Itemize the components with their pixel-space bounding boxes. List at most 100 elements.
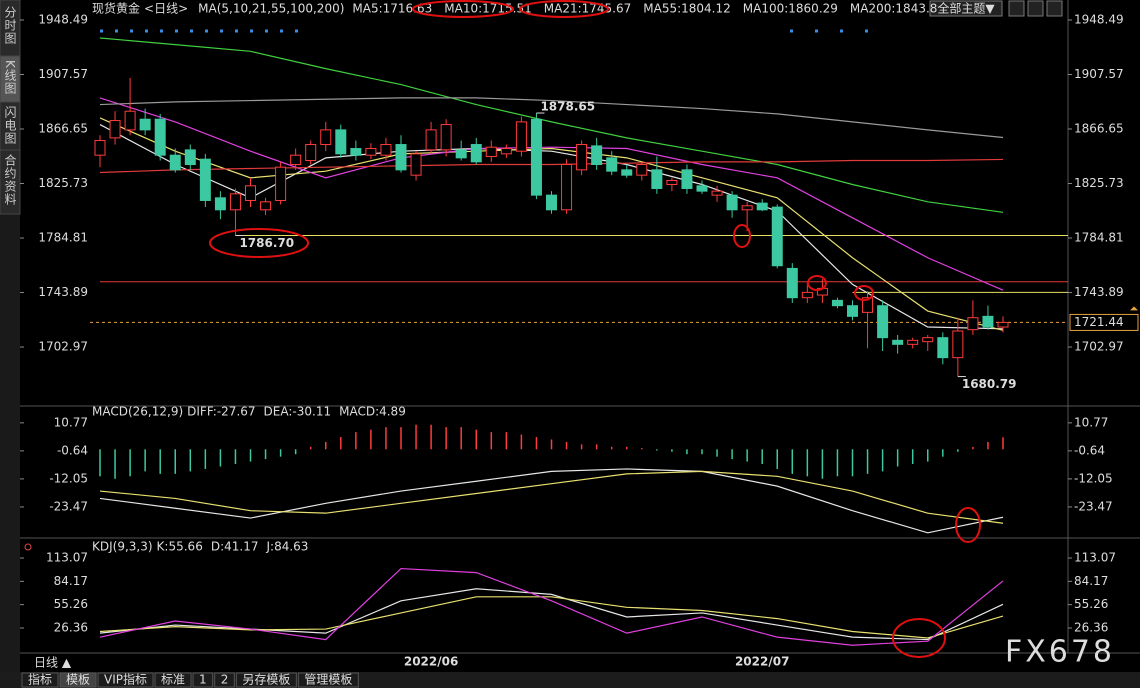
toolbar-tab[interactable]: 模板 bbox=[66, 673, 90, 687]
toolbar-tab[interactable]: VIP指标 bbox=[104, 672, 147, 687]
candle-body bbox=[621, 169, 633, 176]
theme-dropdown[interactable] bbox=[929, 0, 1003, 17]
panel-icon bbox=[24, 543, 32, 551]
charts: 1948.49 1948.49 1907.57 1907.57 1866.65 1866.… bbox=[20, 1, 1139, 669]
sidebar-tab[interactable]: 分时图 bbox=[3, 6, 17, 45]
toolbar-tab-bg[interactable] bbox=[21, 672, 59, 688]
y-tick-label: -23.47 bbox=[1074, 499, 1113, 513]
candle-body bbox=[124, 110, 136, 131]
candle-body bbox=[485, 146, 497, 158]
series-label: DIFF: bbox=[187, 405, 217, 419]
candle-body bbox=[515, 121, 527, 152]
indicator-line bbox=[99, 97, 1004, 291]
toolbar-tab-bg[interactable] bbox=[214, 672, 235, 688]
toolbar-tabs: 指标 模板 VIP指标 标准 1 2 另存模板 管理模板 bbox=[21, 672, 359, 688]
candle-body bbox=[169, 154, 181, 171]
period-indicator[interactable]: 日线 ▲ bbox=[34, 656, 72, 670]
series-value: 55.66 bbox=[168, 540, 202, 554]
highlight-ellipse bbox=[892, 618, 946, 658]
ma-label: MA200: bbox=[850, 2, 896, 16]
candle-body bbox=[546, 194, 557, 211]
candle-body bbox=[260, 201, 272, 211]
toolbar-tab[interactable]: 标准 bbox=[161, 673, 185, 687]
candle-body bbox=[651, 169, 663, 189]
series-value: -27.67 bbox=[217, 405, 256, 419]
highlight-ellipse bbox=[519, 0, 609, 18]
y-tick-label-left: 1702.97 bbox=[38, 340, 88, 354]
highlight-ellipse bbox=[733, 224, 751, 248]
toolbar-tab-bg[interactable] bbox=[154, 672, 192, 688]
candle-body bbox=[335, 129, 347, 155]
x-tick-label: 2022/07 bbox=[735, 655, 789, 669]
y-tick-label-left: -23.47 bbox=[49, 499, 88, 513]
candle-body bbox=[154, 118, 166, 156]
candle-body bbox=[726, 194, 738, 211]
symbol: 现货黄金 bbox=[92, 1, 140, 16]
sidebar: 分时图 K线图 闪电图 合约资料 bbox=[0, 0, 21, 672]
candle-body bbox=[937, 337, 949, 359]
highlight-ellipse bbox=[854, 285, 874, 301]
indicator-line bbox=[99, 97, 1004, 139]
tab-bg[interactable] bbox=[0, 149, 21, 215]
y-tick-label: 1948.49 bbox=[1074, 13, 1124, 27]
toolbar-tab[interactable]: 管理模板 bbox=[304, 672, 352, 687]
candle-body bbox=[847, 305, 858, 317]
candle-body bbox=[696, 185, 708, 192]
sidebar-tab[interactable]: 闪电图 bbox=[3, 106, 17, 145]
candle-body bbox=[907, 339, 919, 345]
candle-body bbox=[229, 193, 241, 211]
ma-label: MA21: bbox=[544, 2, 582, 16]
candle-body bbox=[576, 144, 588, 171]
ma-value: 1860.29 bbox=[788, 2, 838, 16]
candle-body bbox=[681, 169, 693, 189]
icon-button[interactable] bbox=[1046, 0, 1063, 17]
series-label: D: bbox=[211, 540, 224, 554]
ma-params: MA(5,10,21,55,100,200) bbox=[198, 2, 344, 16]
sidebar-tab[interactable]: K线图 bbox=[3, 60, 17, 95]
y-tick-label-left: 1866.65 bbox=[38, 122, 88, 136]
candle-body bbox=[786, 267, 798, 299]
y-tick-label-left: 1784.81 bbox=[38, 231, 88, 245]
last-price-arrow bbox=[1130, 306, 1138, 311]
candle-body bbox=[305, 144, 317, 162]
candle-body bbox=[591, 145, 603, 166]
toolbar-tab-bg[interactable] bbox=[235, 672, 297, 688]
candle-body bbox=[365, 148, 377, 156]
y-tick-label: 1866.65 bbox=[1074, 122, 1124, 136]
y-tick-label-left: 1743.89 bbox=[38, 285, 88, 299]
icon-button[interactable] bbox=[1027, 0, 1044, 17]
candle-body bbox=[425, 129, 437, 151]
indicator-line bbox=[99, 596, 1004, 639]
toolbar-tab-bg[interactable] bbox=[297, 672, 359, 688]
sidebar-tab[interactable]: 合约资料 bbox=[3, 153, 17, 206]
icon-button[interactable] bbox=[1008, 0, 1025, 17]
candle-body bbox=[771, 206, 783, 267]
series-value: 4.89 bbox=[379, 405, 406, 419]
toolbar-tab[interactable]: 指标 bbox=[28, 672, 52, 687]
candle-body bbox=[862, 297, 874, 313]
period: <日线> bbox=[144, 2, 188, 16]
y-tick-label: 1784.81 bbox=[1074, 231, 1124, 245]
highlight-ellipse bbox=[955, 507, 981, 543]
toolbar-tab[interactable]: 另存模板 bbox=[242, 673, 290, 687]
toolbar-tab-bg[interactable] bbox=[59, 672, 97, 688]
y-tick-label: 1743.89 bbox=[1074, 285, 1124, 299]
series-label: MACD: bbox=[339, 405, 379, 419]
candle-body bbox=[666, 179, 678, 185]
highlights bbox=[209, 0, 981, 658]
theme-dropdown-label[interactable]: 全部主题▼ bbox=[937, 1, 995, 16]
toolbar-tab[interactable]: 2 bbox=[221, 673, 229, 687]
y-tick-label: 10.77 bbox=[1074, 415, 1108, 429]
y-tick-label: 26.36 bbox=[1074, 620, 1108, 634]
toolbar-tab-bg[interactable] bbox=[192, 672, 214, 688]
ma-value: 1804.12 bbox=[681, 2, 731, 16]
y-tick-label-left: 10.77 bbox=[54, 415, 88, 429]
toolbar-tab[interactable]: 1 bbox=[199, 673, 207, 687]
candle-body bbox=[94, 140, 106, 156]
toolbar-tab-bg[interactable] bbox=[97, 672, 154, 688]
x-tick-label: 2022/06 bbox=[404, 655, 458, 669]
candle-body bbox=[455, 149, 467, 159]
y-tick-label-left: 1907.57 bbox=[38, 67, 88, 81]
candle-body bbox=[997, 321, 1009, 328]
